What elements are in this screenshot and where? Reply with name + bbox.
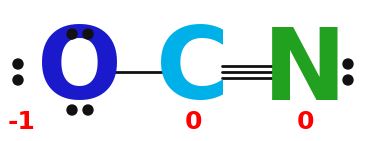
Circle shape (67, 29, 77, 39)
Circle shape (343, 59, 353, 69)
Circle shape (83, 29, 93, 39)
Text: O: O (37, 24, 122, 121)
Circle shape (67, 105, 77, 115)
Text: 0: 0 (184, 110, 202, 134)
Text: -1: -1 (8, 110, 36, 134)
Text: N: N (263, 24, 347, 121)
Circle shape (13, 59, 23, 69)
Circle shape (13, 75, 23, 85)
Circle shape (343, 75, 353, 85)
Text: 0: 0 (296, 110, 314, 134)
Text: C: C (156, 24, 230, 121)
Circle shape (83, 105, 93, 115)
